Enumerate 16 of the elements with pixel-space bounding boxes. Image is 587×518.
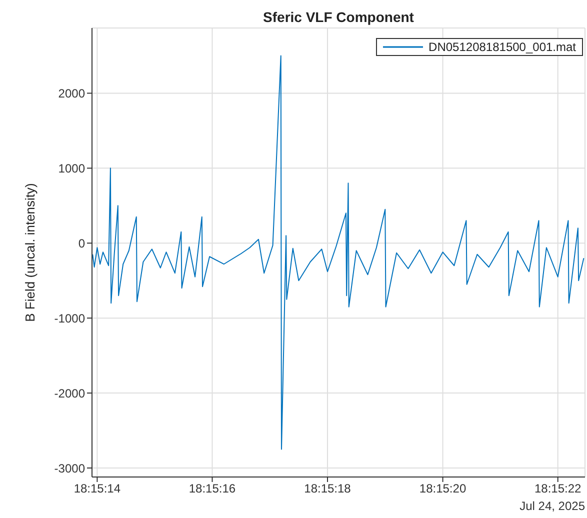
legend-label: DN051208181500_001.mat — [428, 40, 576, 54]
y-tick-label: 0 — [78, 236, 86, 250]
text: Jul 24, 2025 — [520, 499, 585, 513]
y-tick-label: -1000 — [54, 311, 86, 326]
x-tick-label: 18:15:18 — [304, 482, 352, 496]
x-tick-label: 18:15:16 — [188, 482, 236, 496]
y-axis-title: B Field (uncal. intensity) — [22, 183, 38, 322]
y-tick-label: -3000 — [54, 461, 86, 476]
line-series — [92, 55, 584, 450]
y-tick-label: -2000 — [54, 386, 86, 400]
x-tick-label: 18:15:22 — [534, 482, 582, 496]
chart-title: Sferic VLF Component — [262, 9, 415, 25]
y-tick-label: 1000 — [58, 161, 86, 176]
y-tick-label: 2000 — [58, 86, 86, 100]
x-tick-label: 18:15:14 — [74, 482, 121, 496]
x-tick-label: 18:15:20 — [419, 482, 466, 496]
